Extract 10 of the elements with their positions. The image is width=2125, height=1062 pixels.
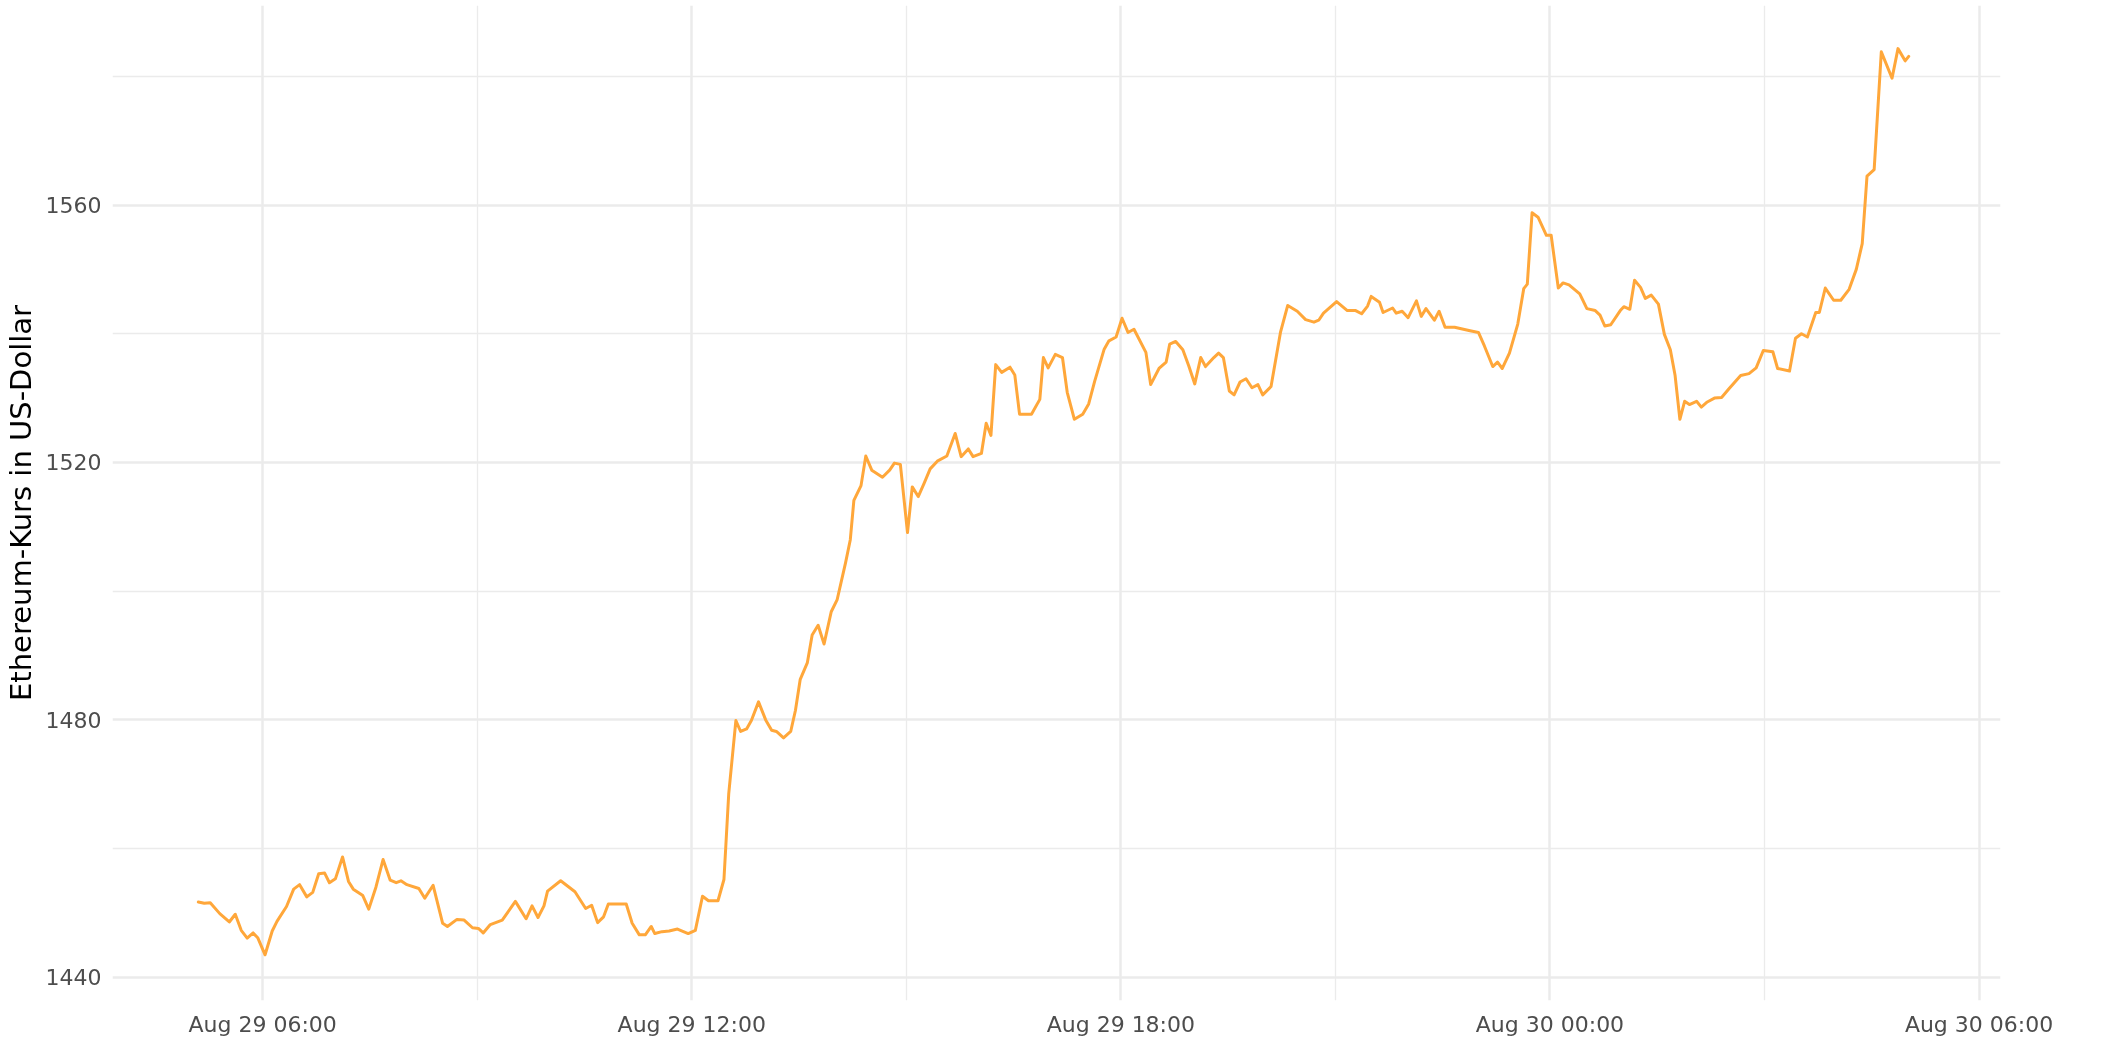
x-tick-label: Aug 29 06:00 (188, 1011, 337, 1037)
x-tick-label: Aug 29 18:00 (1046, 1011, 1196, 1037)
x-tick-label: Aug 30 06:00 (1904, 1011, 2054, 1037)
y-tick-label: 1480 (45, 707, 102, 733)
x-tick-label: Aug 29 12:00 (617, 1011, 766, 1037)
y-tick-label: 1440 (45, 965, 102, 991)
y-tick-label: 1560 (45, 193, 102, 219)
x-tick-label: Aug 30 00:00 (1475, 1011, 1625, 1037)
y-axis-title: Ethereum-Kurs in US-Dollar (3, 304, 38, 701)
y-tick-label: 1520 (45, 450, 102, 476)
